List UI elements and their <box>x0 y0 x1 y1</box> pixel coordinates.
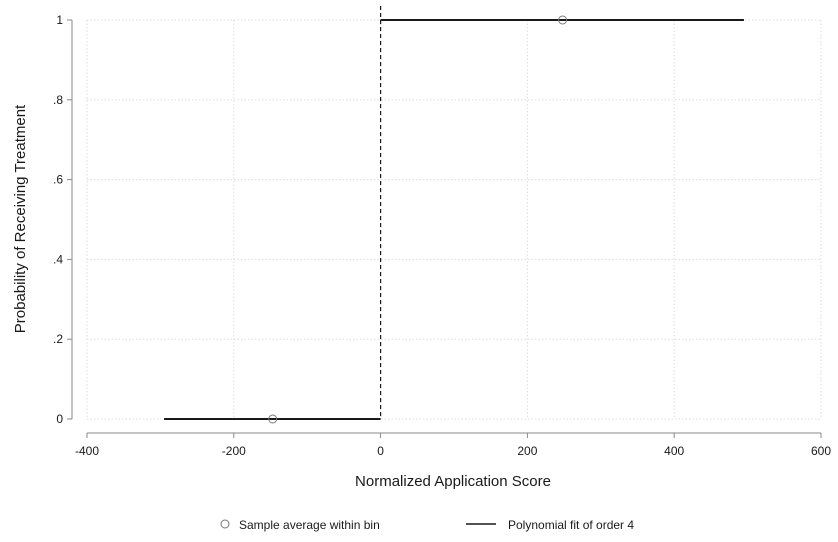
legend: Sample average within bin Polynomial fit… <box>220 518 634 532</box>
x-tick-label: 200 <box>517 444 537 458</box>
legend-marker-sample-average <box>220 519 230 529</box>
y-tick-label: .2 <box>53 332 63 346</box>
data-point <box>268 414 278 424</box>
x-tick-label: 0 <box>377 444 384 458</box>
y-axis-title: Probability of Receiving Treatment <box>12 104 29 333</box>
y-tick-label: .8 <box>53 93 63 107</box>
plot-area <box>164 6 744 424</box>
legend-label-sample-average: Sample average within bin <box>239 518 380 532</box>
x-axis-title: Normalized Application Score <box>355 473 551 490</box>
grid-lines <box>86 19 822 420</box>
data-point <box>558 15 568 25</box>
x-tick-label: 400 <box>664 444 684 458</box>
x-tick-label: 600 <box>811 444 831 458</box>
legend-label-polynomial-fit: Polynomial fit of order 4 <box>508 518 634 532</box>
x-tick-label: -400 <box>75 444 99 458</box>
y-tick-label: 1 <box>56 13 63 27</box>
x-tick-label: -200 <box>222 444 246 458</box>
y-tick-label: 0 <box>56 412 63 426</box>
y-tick-label: .4 <box>53 252 63 266</box>
axes: -400 -200 0 200 400 600 0 .2 .4 .6 .8 1 <box>53 13 831 458</box>
y-tick-label: .6 <box>53 173 63 187</box>
